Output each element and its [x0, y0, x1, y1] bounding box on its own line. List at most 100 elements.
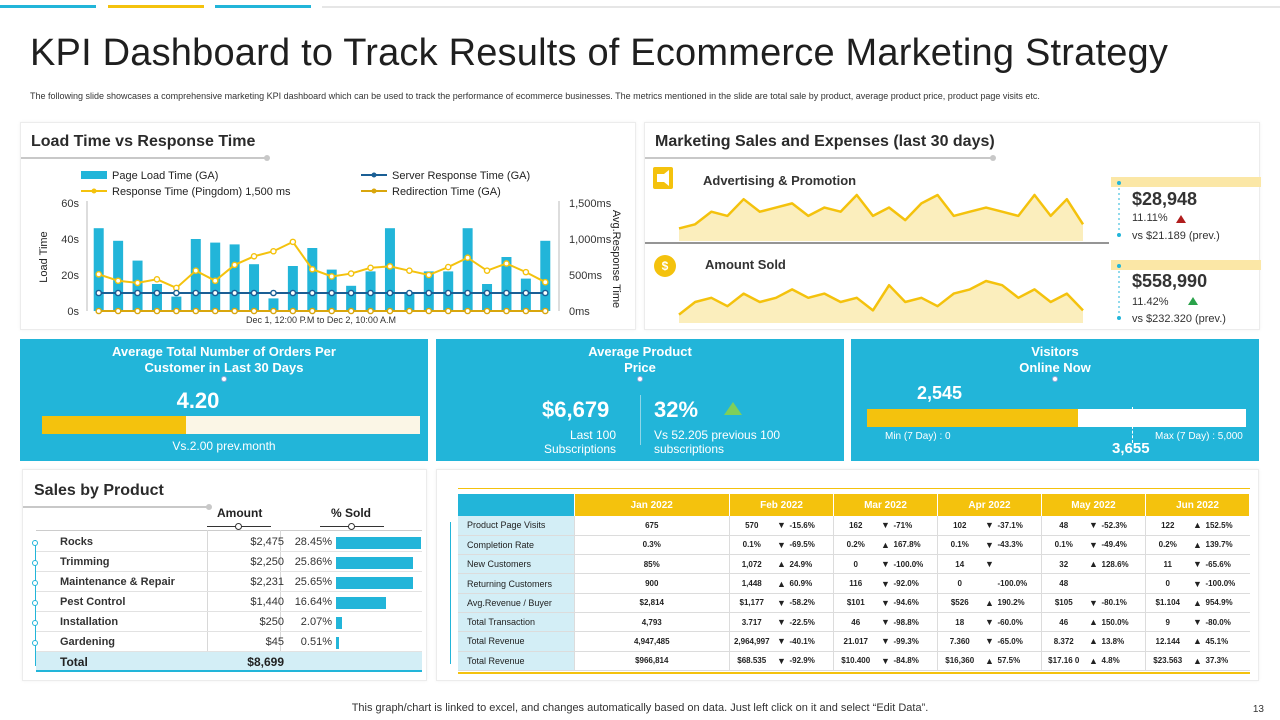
metric-change: 167.8%: [893, 535, 938, 556]
up-arrow-icon: ▲: [1189, 631, 1206, 652]
highlight-band: [1111, 177, 1261, 187]
pingdom-point: [386, 263, 394, 270]
server-response-point: [522, 289, 530, 297]
server-response-point: [464, 289, 471, 297]
server-response-point: [289, 289, 297, 297]
metric-change: -80.1%: [1101, 593, 1146, 613]
metric-value: $2,814: [573, 593, 730, 613]
metric-value: $23.563: [1145, 651, 1190, 671]
metric-change: 190.2%: [997, 593, 1042, 613]
metric-change: -40.1%: [789, 631, 834, 652]
product-name: Rocks: [60, 536, 94, 548]
metrics-row: Completion Rate 0.3% 0.1% ▼ -69.5% 0.2% ▲ 167.8…: [458, 535, 1250, 556]
advertising-value: $28,948: [1132, 189, 1198, 209]
visitors-max: Max (7 Day) : 5,000: [1155, 431, 1243, 442]
month-header: Feb 2022: [729, 494, 834, 516]
card-dot: [1052, 376, 1058, 382]
sparkline-line: [678, 193, 1085, 230]
down-arrow-icon: ▼: [1189, 573, 1206, 594]
page-load-bar: [113, 240, 124, 311]
page-load-bar: [93, 228, 104, 311]
card-dot: [637, 376, 643, 382]
metric-value: $966,814: [573, 651, 730, 671]
pingdom-point: [541, 278, 549, 286]
metric-value: 0.1%: [729, 535, 774, 556]
up-arrow-icon: ▲: [1189, 651, 1206, 671]
metric-value: 570: [729, 516, 774, 536]
product-pct: 25.65%: [294, 576, 332, 588]
server-response-point: [270, 289, 277, 297]
metric-value: 48: [1041, 573, 1086, 594]
product-pct-bar: [336, 557, 414, 569]
metric-change: 139.7%: [1205, 535, 1250, 556]
down-arrow-icon: ▼: [877, 593, 894, 613]
marketing-chart[interactable]: $: [645, 123, 1261, 331]
y-axis-label: Load Time: [38, 231, 50, 282]
sparkline-line: [678, 279, 1084, 316]
metric-change: 60.9%: [789, 573, 834, 594]
page-subtitle: The following slide showcases a comprehe…: [30, 91, 1040, 101]
metric-value: $1,177: [729, 593, 774, 613]
metric-change: [1101, 573, 1146, 594]
metric-value: 48: [1041, 516, 1086, 536]
metric-change: -58.2%: [789, 593, 834, 613]
metric-change: 150.0%: [1101, 612, 1146, 633]
down-arrow-icon: ▼: [981, 631, 998, 652]
sales-row: Gardening $45 0.51%: [36, 632, 422, 652]
product-name: Trimming: [60, 556, 110, 568]
metric-value: 12.144: [1145, 631, 1190, 652]
row-marker-dot: [32, 560, 38, 566]
y2-axis-label: Avg.Response Time: [610, 210, 622, 308]
metric-label: Avg.Revenue / Buyer: [458, 593, 574, 613]
page-load-bar: [307, 248, 318, 311]
down-arrow-icon: ▼: [1189, 554, 1206, 575]
month-header: Mar 2022: [833, 494, 938, 516]
redirection-point: [289, 307, 297, 315]
top-accent-bar-1: [0, 5, 96, 8]
pingdom-point: [289, 238, 297, 246]
page-load-bar: [229, 244, 240, 311]
metric-change: 954.9%: [1205, 593, 1250, 613]
pingdom-point: [522, 268, 530, 276]
legend-marker: [91, 188, 97, 194]
top-accent-bar-3: [215, 5, 311, 8]
pingdom-point: [308, 265, 316, 273]
metric-value: 11: [1145, 554, 1190, 575]
metric-value: 162: [833, 516, 878, 536]
coin-icon-glyph: $: [662, 259, 669, 273]
metric-change: -71%: [893, 516, 938, 536]
sales-by-product-card: Sales by Product: [22, 469, 427, 681]
down-arrow-icon: ▼: [981, 535, 998, 556]
sales-row: Pest Control $1,440 16.64%: [36, 592, 422, 612]
product-name: Gardening: [60, 636, 116, 648]
load-time-chart[interactable]: Page Load Time (GA) Server Response Time …: [21, 123, 637, 331]
metric-change: [997, 554, 1042, 575]
metric-value: 0.1%: [937, 535, 982, 556]
metric-change: -43.3%: [997, 535, 1042, 556]
product-pct-bar: [336, 637, 339, 649]
down-arrow-icon: ▼: [773, 593, 790, 613]
pingdom-point: [503, 260, 510, 267]
advertising-sparkline: [678, 193, 1085, 241]
pct-caption: Vs 52.205 previous 100 subscriptions: [654, 428, 781, 456]
orders-card-title: Average Total Number of Orders Per Custo…: [112, 344, 336, 375]
metric-value: 2,964,997: [729, 631, 774, 652]
month-header: Apr 2022: [937, 494, 1042, 516]
product-amount: $2,250: [250, 556, 284, 568]
metric-value: 14: [937, 554, 982, 575]
pingdom-point: [231, 261, 238, 269]
y-tick-label: 60s: [61, 198, 79, 210]
price-caption: Last 100 Subscriptions: [543, 428, 616, 456]
up-arrow-icon: [724, 402, 742, 415]
price-divider: [640, 395, 641, 445]
megaphone-icon-shape: [657, 170, 669, 186]
redirection-point: [541, 307, 549, 315]
metric-change: -92.0%: [893, 573, 938, 594]
y2-tick-label: 1,000ms: [569, 234, 612, 246]
down-arrow-icon: ▼: [1085, 593, 1102, 613]
row-marker-dot: [32, 640, 38, 646]
pingdom-point: [114, 277, 122, 285]
title-rule: [645, 155, 996, 161]
visitors-gauge-fill: [867, 409, 1078, 427]
title-rule: [23, 504, 212, 510]
